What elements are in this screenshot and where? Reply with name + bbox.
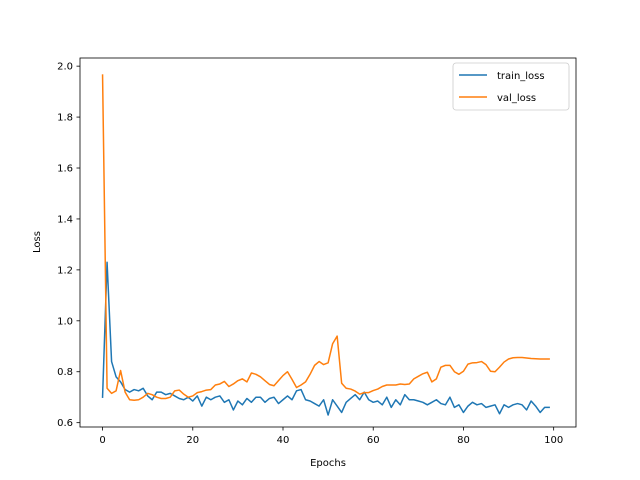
x-axis-ticks: 0 20 40 60 80 100 <box>99 427 563 446</box>
plot-area <box>80 58 576 427</box>
y-axis-label: Loss <box>32 231 43 253</box>
y-tick-label: 1.2 <box>57 265 73 276</box>
x-tick-label: 40 <box>277 435 290 446</box>
x-tick-label: 0 <box>99 435 105 446</box>
x-tick-label: 60 <box>367 435 380 446</box>
y-tick-label: 2.0 <box>57 62 73 73</box>
y-tick-label: 1.0 <box>57 316 73 327</box>
y-tick-label: 1.8 <box>57 113 73 124</box>
legend: train_loss val_loss <box>452 62 570 111</box>
x-tick-label: 100 <box>544 435 563 446</box>
x-tick-label: 80 <box>457 435 470 446</box>
y-tick-label: 1.6 <box>57 164 73 175</box>
legend-label-val_loss: val_loss <box>497 93 536 104</box>
x-tick-label: 20 <box>186 435 199 446</box>
y-tick-label: 1.4 <box>57 214 73 225</box>
y-axis-ticks: 0.6 0.8 1.0 1.2 1.4 1.6 1.8 2.0 <box>57 62 80 429</box>
series-line-val_loss <box>101 74 550 402</box>
y-tick-label: 0.8 <box>57 367 73 378</box>
x-axis-label: Epochs <box>310 458 346 469</box>
y-tick-label: 0.6 <box>57 418 73 429</box>
series-lines <box>101 74 550 416</box>
legend-label-train_loss: train_loss <box>497 71 545 82</box>
series-line-train_loss <box>101 261 550 416</box>
plot-frame <box>79 57 577 428</box>
